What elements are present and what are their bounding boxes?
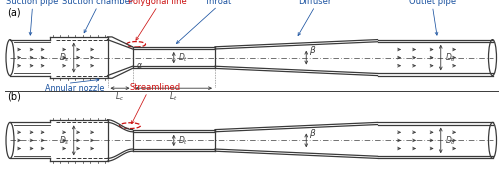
Text: Diffuser: Diffuser [298,0,332,6]
Text: Suction pipe: Suction pipe [6,0,59,6]
Text: $D_o$: $D_o$ [445,51,456,64]
Text: (b): (b) [8,91,22,101]
Text: $D_t$: $D_t$ [178,134,188,147]
Text: $D_o$: $D_o$ [445,134,456,147]
Text: Suction chamber: Suction chamber [62,0,133,6]
Text: Annular nozzle: Annular nozzle [45,84,104,93]
Text: Polygonal line: Polygonal line [128,0,187,6]
Text: (a): (a) [8,8,21,18]
Text: Streamlined: Streamlined [130,83,180,92]
Text: $D_s$: $D_s$ [59,51,70,64]
Text: Outlet pipe: Outlet pipe [409,0,456,6]
Text: $D_s$: $D_s$ [59,134,70,147]
Text: $L_c$: $L_c$ [116,90,124,103]
Text: Throat: Throat [204,0,231,6]
Text: $\beta$: $\beta$ [309,127,316,140]
Text: $L_t$: $L_t$ [170,90,178,103]
Text: $D_t$: $D_t$ [178,51,188,64]
Text: $\beta$: $\beta$ [309,44,316,57]
Text: $\alpha$: $\alpha$ [136,61,142,70]
